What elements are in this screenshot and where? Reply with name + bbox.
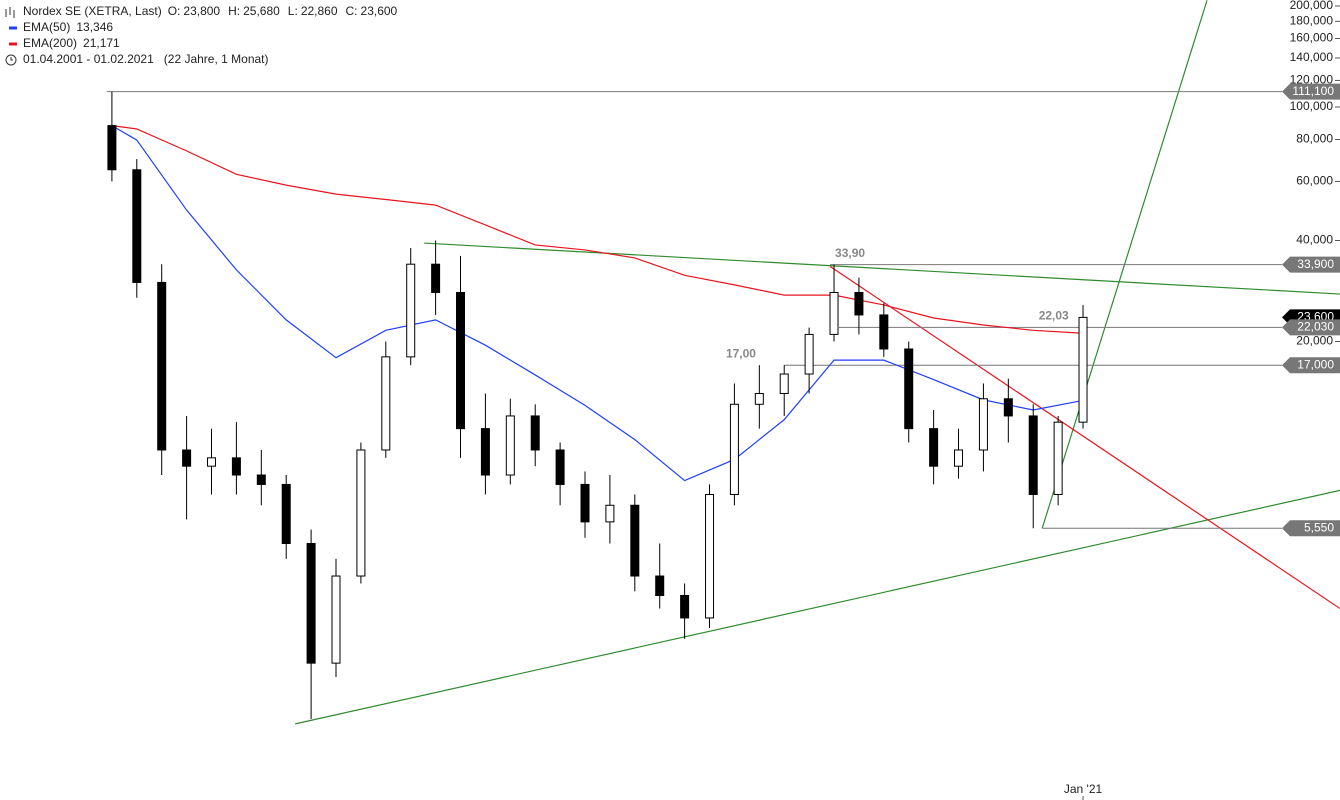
header-icon	[5, 7, 15, 18]
candle-body	[655, 575, 665, 596]
x-tick-label: Jan '21	[1064, 782, 1103, 796]
candle-body	[356, 449, 366, 577]
level-tag-label: 33,900	[1297, 257, 1334, 271]
y-tick-label: 120,000	[1290, 73, 1334, 87]
ohlc-value: 23,800	[183, 4, 220, 18]
trendline	[424, 242, 1340, 295]
candle-body	[705, 493, 715, 619]
candle-body	[729, 403, 739, 495]
candle-body	[1003, 398, 1013, 417]
ema-line	[111, 125, 1084, 482]
ohlc-name: L:	[288, 4, 298, 18]
y-tick-label: 200,000	[1290, 0, 1334, 12]
legend-value: 13,346	[76, 20, 113, 34]
y-tick-label: 180,000	[1290, 14, 1334, 28]
legend-name: EMA(50)	[23, 20, 70, 34]
candle-body	[381, 356, 391, 451]
level-tag	[1282, 357, 1340, 374]
candle-body	[605, 504, 615, 523]
candle-body	[132, 169, 142, 283]
candle-body	[555, 449, 565, 485]
candle-body	[456, 291, 466, 430]
y-tick-label: 160,000	[1290, 31, 1334, 45]
header-title: Nordex SE (XETRA, Last)	[23, 4, 162, 18]
y-tick-label: 80,000	[1296, 132, 1333, 146]
candle-body	[107, 125, 117, 171]
candle-body	[630, 504, 640, 577]
y-tick-label: 20,000	[1296, 334, 1333, 348]
candle-body	[1028, 415, 1038, 495]
price-note: 22,03	[1039, 309, 1069, 323]
price-note: 33,90	[835, 246, 865, 260]
level-tag-label: 17,000	[1297, 357, 1334, 371]
y-tick-label: 40,000	[1296, 233, 1333, 247]
y-tick-label: 100,000	[1290, 99, 1334, 113]
candle-body	[580, 483, 590, 523]
level-tag	[1282, 520, 1340, 537]
candle-body	[256, 474, 266, 485]
date-range: 01.04.2001 - 01.02.2021	[23, 52, 154, 66]
y-tick-label: 60,000	[1296, 174, 1333, 188]
ohlc-name: C:	[346, 4, 358, 18]
candle-body	[530, 415, 540, 451]
candle-body	[929, 428, 939, 467]
candle-body	[231, 457, 241, 476]
candle-body	[954, 449, 964, 467]
trendline	[829, 265, 1340, 610]
level-tag	[1282, 256, 1340, 273]
candle-body	[431, 263, 441, 293]
level-tag-label: 22,030	[1297, 320, 1334, 334]
candle-body	[331, 575, 341, 664]
candle-body	[1078, 316, 1088, 423]
ohlc-value: 23,600	[361, 4, 398, 18]
legend-value: 21,171	[83, 36, 120, 50]
price-note: 17,00	[726, 346, 756, 360]
candle-body	[281, 483, 291, 545]
candle-body	[754, 392, 764, 405]
candle-body	[779, 373, 789, 394]
candle-body	[680, 594, 690, 619]
candle-body	[1053, 421, 1063, 495]
y-tick-label: 140,000	[1290, 50, 1334, 64]
candle-body	[978, 398, 988, 451]
candle-body	[904, 348, 914, 430]
candle-body	[182, 449, 192, 467]
level-tag	[1282, 83, 1340, 100]
candle-body	[480, 428, 490, 476]
candle-body	[854, 291, 864, 316]
candle-body	[207, 457, 217, 467]
candle-body	[829, 291, 839, 335]
ohlc-value: 25,680	[243, 4, 280, 18]
level-tag-label: 111,100	[1292, 84, 1334, 98]
date-duration: (22 Jahre, 1 Monat)	[164, 52, 269, 66]
candle-body	[804, 333, 814, 375]
ema-line	[111, 125, 1084, 334]
candle-body	[406, 263, 416, 358]
trendline	[295, 489, 1340, 725]
candle-body	[157, 281, 167, 451]
candle-body	[505, 415, 515, 476]
level-tag-label: 5,550	[1304, 520, 1334, 534]
ohlc-value: 22,860	[301, 4, 338, 18]
legend-name: EMA(200)	[23, 36, 77, 50]
ohlc-name: H:	[228, 4, 240, 18]
level-tag	[1282, 319, 1340, 336]
ohlc-name: O:	[168, 4, 181, 18]
clock-icon	[5, 54, 17, 66]
candle-body	[879, 314, 889, 350]
candle-body	[306, 543, 316, 664]
